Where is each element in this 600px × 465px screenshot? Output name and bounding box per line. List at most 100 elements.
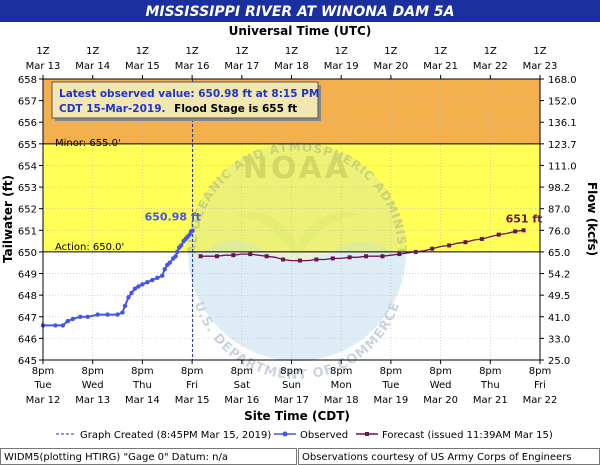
footer-right-text: Observations courtesy of US Army Corps o… (302, 452, 572, 463)
observed-point (190, 228, 195, 233)
title-bar (0, 0, 600, 22)
right-tick-label: 76.0 (548, 226, 570, 237)
forecast-point (231, 253, 236, 258)
info-box-panel (51, 81, 319, 119)
forecast-point (397, 252, 402, 257)
bottom-tick-day: Tue (381, 380, 399, 391)
right-tick-label: 87.0 (548, 205, 570, 216)
forecast-point (413, 249, 418, 254)
left-tick-label: 650 (18, 248, 37, 259)
bottom-tick-day: Thu (132, 380, 152, 391)
left-tick-label: 652 (18, 205, 37, 216)
right-tick-label: 98.2 (548, 183, 570, 194)
observed-point (140, 282, 145, 287)
bottom-tick-time: 8pm (280, 366, 302, 377)
observed-point (53, 323, 58, 328)
bottom-tick-day: Fri (186, 380, 198, 391)
minor-stage-label: Minor: 655.0' (55, 138, 121, 149)
bottom-tick-date: Mar 12 (26, 395, 61, 406)
observed-point (129, 290, 134, 296)
top-tick-date: Mar 17 (224, 61, 259, 72)
top-tick-date: Mar 22 (473, 61, 508, 72)
right-tick-label: 136.1 (548, 118, 577, 129)
top-tick-date: Mar 18 (274, 61, 309, 72)
left-tick-label: 657 (18, 97, 37, 108)
left-tick-label: 649 (18, 270, 37, 281)
observed-point (95, 312, 100, 317)
right-tick-label: 152.0 (548, 97, 577, 108)
bottom-tick-day: Sat (234, 380, 250, 391)
bottom-tick-date: Mar 15 (175, 395, 210, 406)
right-tick-label: 54.2 (548, 270, 570, 281)
watermark-gull (234, 212, 360, 262)
observed-point (65, 318, 71, 324)
legend-forecast-label: Forecast (issued 11:39AM Mar 15) (382, 430, 553, 441)
observed-point (136, 284, 141, 289)
left-axis-title: Tailwater (ft) (1, 175, 15, 263)
bottom-tick-day: Thu (480, 380, 500, 391)
forecast-point (281, 257, 286, 262)
forecast-point (430, 246, 435, 251)
bottom-tick-time: 8pm (429, 366, 451, 377)
forecast-point (463, 240, 468, 245)
left-tick-label: 656 (18, 118, 37, 129)
forecast-point (330, 256, 335, 261)
plot-border (42, 78, 541, 361)
bottom-tick-time: 8pm (231, 366, 253, 377)
bottom-tick-date: Mar 20 (423, 395, 458, 406)
legend-graph-created-label: Graph Created (8:45PM Mar 15, 2019) (80, 430, 271, 441)
bottom-tick-date: Mar 16 (224, 395, 259, 406)
forecast-point (297, 258, 302, 263)
left-tick-label: 645 (18, 356, 37, 367)
observed-point (132, 286, 138, 291)
observed-point (167, 260, 172, 265)
forecast-point (364, 254, 369, 259)
forecast-end-label: 651 ft (506, 212, 543, 225)
legend: Graph Created (8:45PM Mar 15, 2019) Obse… (56, 430, 553, 441)
forecast-point (347, 255, 352, 260)
bottom-tick-date: Mar 21 (473, 395, 508, 406)
observed-point (145, 279, 150, 285)
series (40, 228, 526, 328)
bottom-tick-time: 8pm (479, 366, 501, 377)
bottom-tick-date: Mar 18 (324, 395, 359, 406)
footer: WIDM5(plotting HTIRG) "Gage 0" Datum: n/… (0, 448, 600, 465)
forecast-point (214, 254, 219, 259)
info-box-flood-stage: Flood Stage is 655 ft (174, 103, 297, 115)
bottom-tick-day: Sun (282, 380, 301, 391)
top-tick-date: Mar 15 (125, 61, 160, 72)
observed-point (150, 277, 155, 283)
bottom-tick-time: 8pm (181, 366, 203, 377)
left-tick-label: 655 (18, 140, 37, 151)
forecast-point (447, 243, 452, 248)
top-tick-time: 1Z (136, 46, 149, 57)
top-axis: 1Z Mar 13 1Z Mar 14 1Z Mar 15 1Z Mar 16 1Z Mar 17… (26, 46, 558, 79)
top-tick-date: Mar 23 (523, 61, 558, 72)
legend-forecast-marker (365, 432, 369, 436)
left-tick-label: 648 (18, 291, 37, 302)
top-tick-date: Mar 14 (75, 61, 110, 72)
left-tick-label: 658 (18, 75, 37, 86)
top-tick-time: 1Z (235, 46, 248, 57)
observed-point (115, 312, 120, 317)
observed-point (162, 267, 167, 272)
observed-point (155, 275, 160, 281)
bottom-tick-day: Wed (430, 380, 452, 391)
right-tick-label: 33.0 (548, 334, 570, 345)
bottom-tick-date: Mar 22 (523, 395, 558, 406)
left-tick-label: 646 (18, 334, 37, 345)
watermark-upper (188, 143, 406, 263)
top-tick-time: 1Z (484, 46, 497, 57)
observed-point (70, 316, 76, 322)
right-tick-label: 41.0 (548, 313, 570, 324)
bottom-tick-time: 8pm (330, 366, 352, 377)
bottom-tick-time: 8pm (131, 366, 153, 377)
footer-left-text: WIDM5(plotting HTIRG) "Gage 0" Datum: n/… (4, 452, 228, 463)
bottom-tick-date: Mar 14 (125, 395, 160, 406)
left-axis: 645 646 647 648 649 650 651 652 653 654 655 656 657 6… (18, 75, 43, 367)
legend-observed-marker (282, 431, 288, 437)
bottom-tick-time: 8pm (81, 366, 103, 377)
right-axis: 25.0 33.0 41.0 49.5 54.2 65.0 76.0 87.0 98.2 111.… (540, 75, 577, 367)
right-tick-label: 25.0 (548, 356, 570, 367)
action-stage-label: Action: 650.0' (55, 242, 124, 253)
